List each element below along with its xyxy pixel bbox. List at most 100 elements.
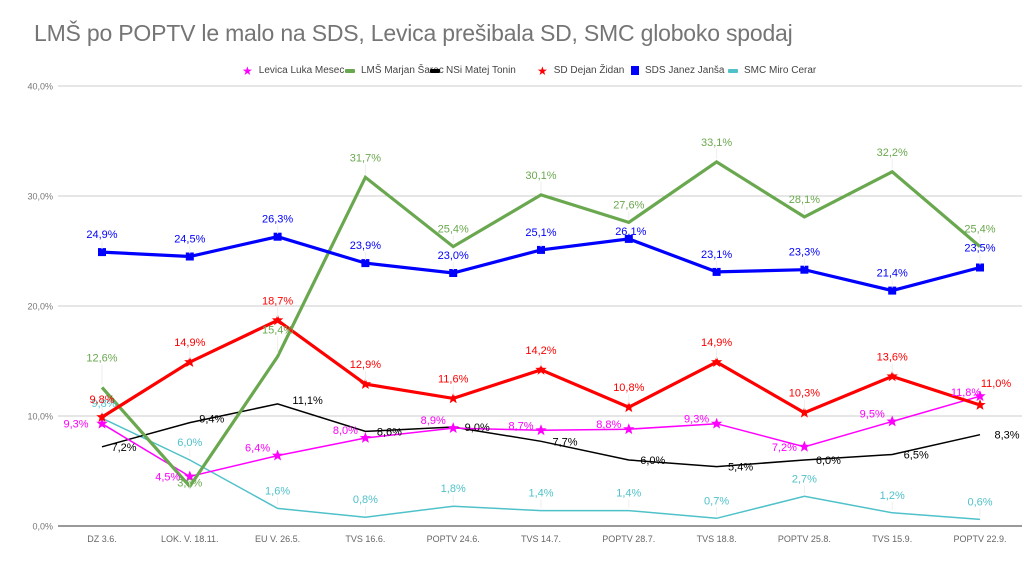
y-tick-label: 0,0% — [32, 522, 53, 532]
data-label: 6,0% — [816, 455, 841, 467]
legend-item-sd[interactable]: ★ SD Dejan Židan — [537, 63, 625, 78]
data-point-star — [974, 390, 986, 402]
data-label: 11,0% — [981, 378, 1012, 390]
data-label: 25,1% — [525, 227, 556, 239]
data-label: 11,1% — [292, 395, 323, 407]
data-label: 0,6% — [967, 496, 992, 508]
series-line-nsi-matej-tonin — [101, 403, 981, 468]
data-point-star — [96, 411, 108, 422]
data-point-square — [624, 234, 633, 243]
data-label: 23,3% — [789, 247, 820, 259]
data-point-square — [800, 265, 809, 274]
data-label: 9,0% — [465, 422, 490, 434]
data-label: 5,4% — [728, 462, 753, 474]
series-line-lm-marjan-arec — [100, 159, 982, 490]
legend-item-sds[interactable]: SDS Janez Janša — [631, 65, 725, 76]
data-point-star — [886, 415, 898, 427]
data-label: 12,9% — [350, 359, 381, 371]
data-point-square — [185, 252, 194, 261]
x-tick-label: LOK. V. 18.11. — [161, 534, 219, 544]
data-label: 1,4% — [528, 488, 553, 500]
data-point-star — [535, 424, 547, 436]
data-point-star — [184, 470, 196, 482]
data-label: 25,4% — [438, 224, 469, 236]
data-point-star — [623, 423, 635, 435]
legend-label: SD Dejan Židan — [553, 65, 625, 76]
data-label: 15,4% — [262, 325, 293, 337]
data-label: 21,4% — [877, 268, 908, 280]
legend-item-nsi[interactable]: NSi Matej Tonin — [430, 65, 516, 76]
data-label: 24,9% — [86, 229, 117, 241]
legend-label: SMC Miro Cerar — [744, 65, 817, 76]
x-tick-label: TVS 18.8. — [697, 534, 737, 544]
x-tick-label: EU V. 26.5. — [255, 534, 300, 544]
data-label: 26,3% — [262, 214, 293, 226]
data-label: 9,5% — [860, 409, 885, 421]
data-label: 24,5% — [174, 234, 205, 246]
data-point-star — [974, 399, 986, 410]
data-label: 6,5% — [904, 450, 929, 462]
legend: ★ Levica Luka Mesec LMŠ Marjan Šarec NSi… — [0, 65, 1024, 83]
data-label: 6,4% — [245, 443, 270, 455]
data-point-square — [976, 263, 984, 272]
x-tick-label: DZ 3.6. — [87, 534, 117, 544]
data-point-square — [888, 286, 897, 295]
data-label: 6,0% — [640, 455, 665, 467]
data-point-square — [712, 267, 721, 276]
data-label: 14,2% — [525, 345, 556, 357]
data-point-star — [271, 314, 284, 326]
data-labels: 9,8% 6,0% 1,6% 0,8% 1,8% 1,4% 1,4% 0,7% 2,7% 1,2%… — [63, 137, 1020, 517]
data-point-star — [271, 449, 284, 461]
data-point-star — [710, 417, 723, 429]
legend-item-lms[interactable]: LMŠ Marjan Šarec — [345, 65, 444, 76]
data-point-star — [710, 356, 723, 367]
data-label: 9,3% — [684, 414, 709, 426]
x-tick-label: POPTV 25.8. — [778, 534, 831, 544]
data-point-star — [359, 378, 372, 389]
data-label: 9,8% — [91, 398, 116, 410]
line-swatch-icon — [728, 68, 738, 73]
data-label: 23,9% — [350, 240, 381, 252]
data-label: 32,2% — [877, 147, 908, 159]
data-label: 7,7% — [552, 436, 577, 448]
data-label: 8,0% — [333, 425, 358, 437]
data-label: 11,6% — [438, 373, 469, 385]
data-label: 9,3% — [63, 419, 88, 431]
x-tick-label: POPTV 28.7. — [602, 534, 655, 544]
y-tick-label: 20,0% — [27, 302, 53, 312]
data-label: 33,1% — [701, 137, 732, 149]
legend-item-smc[interactable]: SMC Miro Cerar — [728, 65, 816, 76]
data-label: 7,2% — [111, 442, 136, 454]
data-label: 1,6% — [265, 485, 290, 497]
data-label: 2,7% — [792, 473, 817, 485]
data-point-square — [273, 232, 282, 241]
chart-title: LMŠ po POPTV le malo na SDS, Levica preš… — [34, 20, 793, 46]
y-tick-label: 40,0% — [27, 82, 53, 92]
data-label: 23,0% — [438, 250, 469, 262]
data-label: 4,5% — [155, 472, 180, 484]
data-label: 26,1% — [615, 226, 646, 238]
legend-item-levica[interactable]: ★ Levica Luka Mesec — [242, 65, 344, 77]
data-point-star — [359, 432, 372, 443]
legend-label: NSi Matej Tonin — [446, 65, 516, 76]
data-label: 8,3% — [994, 430, 1019, 442]
data-label: 0,7% — [704, 495, 729, 507]
data-label: 1,2% — [880, 490, 905, 502]
line-swatch-icon — [345, 68, 355, 73]
data-point-star — [447, 392, 459, 404]
y-tick-label: 30,0% — [27, 192, 53, 202]
data-label: 11,8% — [951, 387, 982, 399]
data-label: 1,4% — [616, 488, 641, 500]
gridlines — [58, 85, 1022, 527]
data-label: 18,7% — [262, 295, 293, 307]
y-tick-label: 10,0% — [27, 412, 53, 422]
data-label: 8,6% — [377, 426, 402, 438]
line-swatch-icon — [430, 68, 440, 73]
x-tick-label: TVS 16.6. — [345, 534, 385, 544]
star-icon: ★ — [537, 63, 548, 78]
data-point-star — [535, 363, 547, 375]
data-label: 13,6% — [877, 351, 908, 363]
data-point-square — [449, 269, 458, 277]
data-label: 23,1% — [701, 249, 732, 261]
